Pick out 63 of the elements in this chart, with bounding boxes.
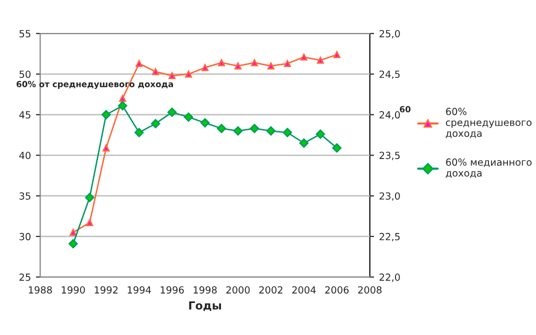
point <box>218 59 225 66</box>
point <box>68 239 78 248</box>
point <box>70 228 77 236</box>
x-tick-label: 2000 <box>226 286 250 294</box>
x-tick-label: 2008 <box>358 286 382 294</box>
y-tick-label: 55 <box>20 30 30 38</box>
point <box>266 126 276 136</box>
y-tick-label: 40 <box>19 152 31 160</box>
point <box>150 118 160 128</box>
x-axis-title: Годы <box>189 301 221 312</box>
x-tick-label: 1992 <box>94 286 118 294</box>
x-tick-label: 2006 <box>325 286 349 294</box>
point <box>282 128 292 138</box>
point <box>152 68 160 76</box>
x-tick-label: 1996 <box>160 286 184 294</box>
point <box>234 62 242 70</box>
point <box>267 62 274 70</box>
y2-tick-label: 24,5 <box>380 70 400 79</box>
text: 60 <box>400 106 411 112</box>
point <box>316 130 326 139</box>
point <box>284 60 291 68</box>
x-tick-label: 1988 <box>28 286 52 294</box>
point <box>168 72 176 80</box>
y2-tick-label: 23,5 <box>380 152 400 160</box>
y2-tick-label: 24,0 <box>380 111 400 120</box>
x-tick-label: 2004 <box>292 286 316 294</box>
y2-tick-label: 22,5 <box>380 232 400 242</box>
y-tick-label: 35 <box>20 192 30 200</box>
y-tick-label: 45 <box>19 111 30 119</box>
legend-label: 60% медианного дохода <box>446 158 532 178</box>
point <box>202 64 208 72</box>
point <box>200 118 210 128</box>
point <box>102 110 111 120</box>
y2-tick-label: 25,0 <box>380 30 400 38</box>
point <box>332 143 342 153</box>
point <box>119 94 126 102</box>
point <box>118 101 128 110</box>
point <box>250 59 258 66</box>
point <box>300 54 308 61</box>
x-tick-label: 1994 <box>128 286 151 294</box>
point <box>102 144 110 152</box>
point <box>333 51 340 58</box>
point <box>136 60 143 68</box>
x-tick-label: 2002 <box>259 286 282 294</box>
point <box>216 124 226 134</box>
legend-label: 60% среднедушевого дохода <box>446 108 532 138</box>
point <box>185 70 192 78</box>
point <box>233 126 243 136</box>
y-tick-label: 25 <box>20 274 30 281</box>
y-tick-label: 50 <box>20 70 31 78</box>
point <box>134 128 144 138</box>
y-tick-label: 30 <box>20 232 31 240</box>
y2-tick-label: 23,0 <box>380 192 400 201</box>
point <box>184 112 194 122</box>
point <box>299 138 309 148</box>
point <box>250 124 260 134</box>
point <box>85 192 94 202</box>
x-tick-label: 1998 <box>194 286 217 294</box>
point <box>316 56 324 64</box>
y2-tick-label: 22,0 <box>380 274 400 282</box>
x-tick-label: 1990 <box>62 286 85 294</box>
point <box>86 219 94 226</box>
point <box>167 108 177 117</box>
